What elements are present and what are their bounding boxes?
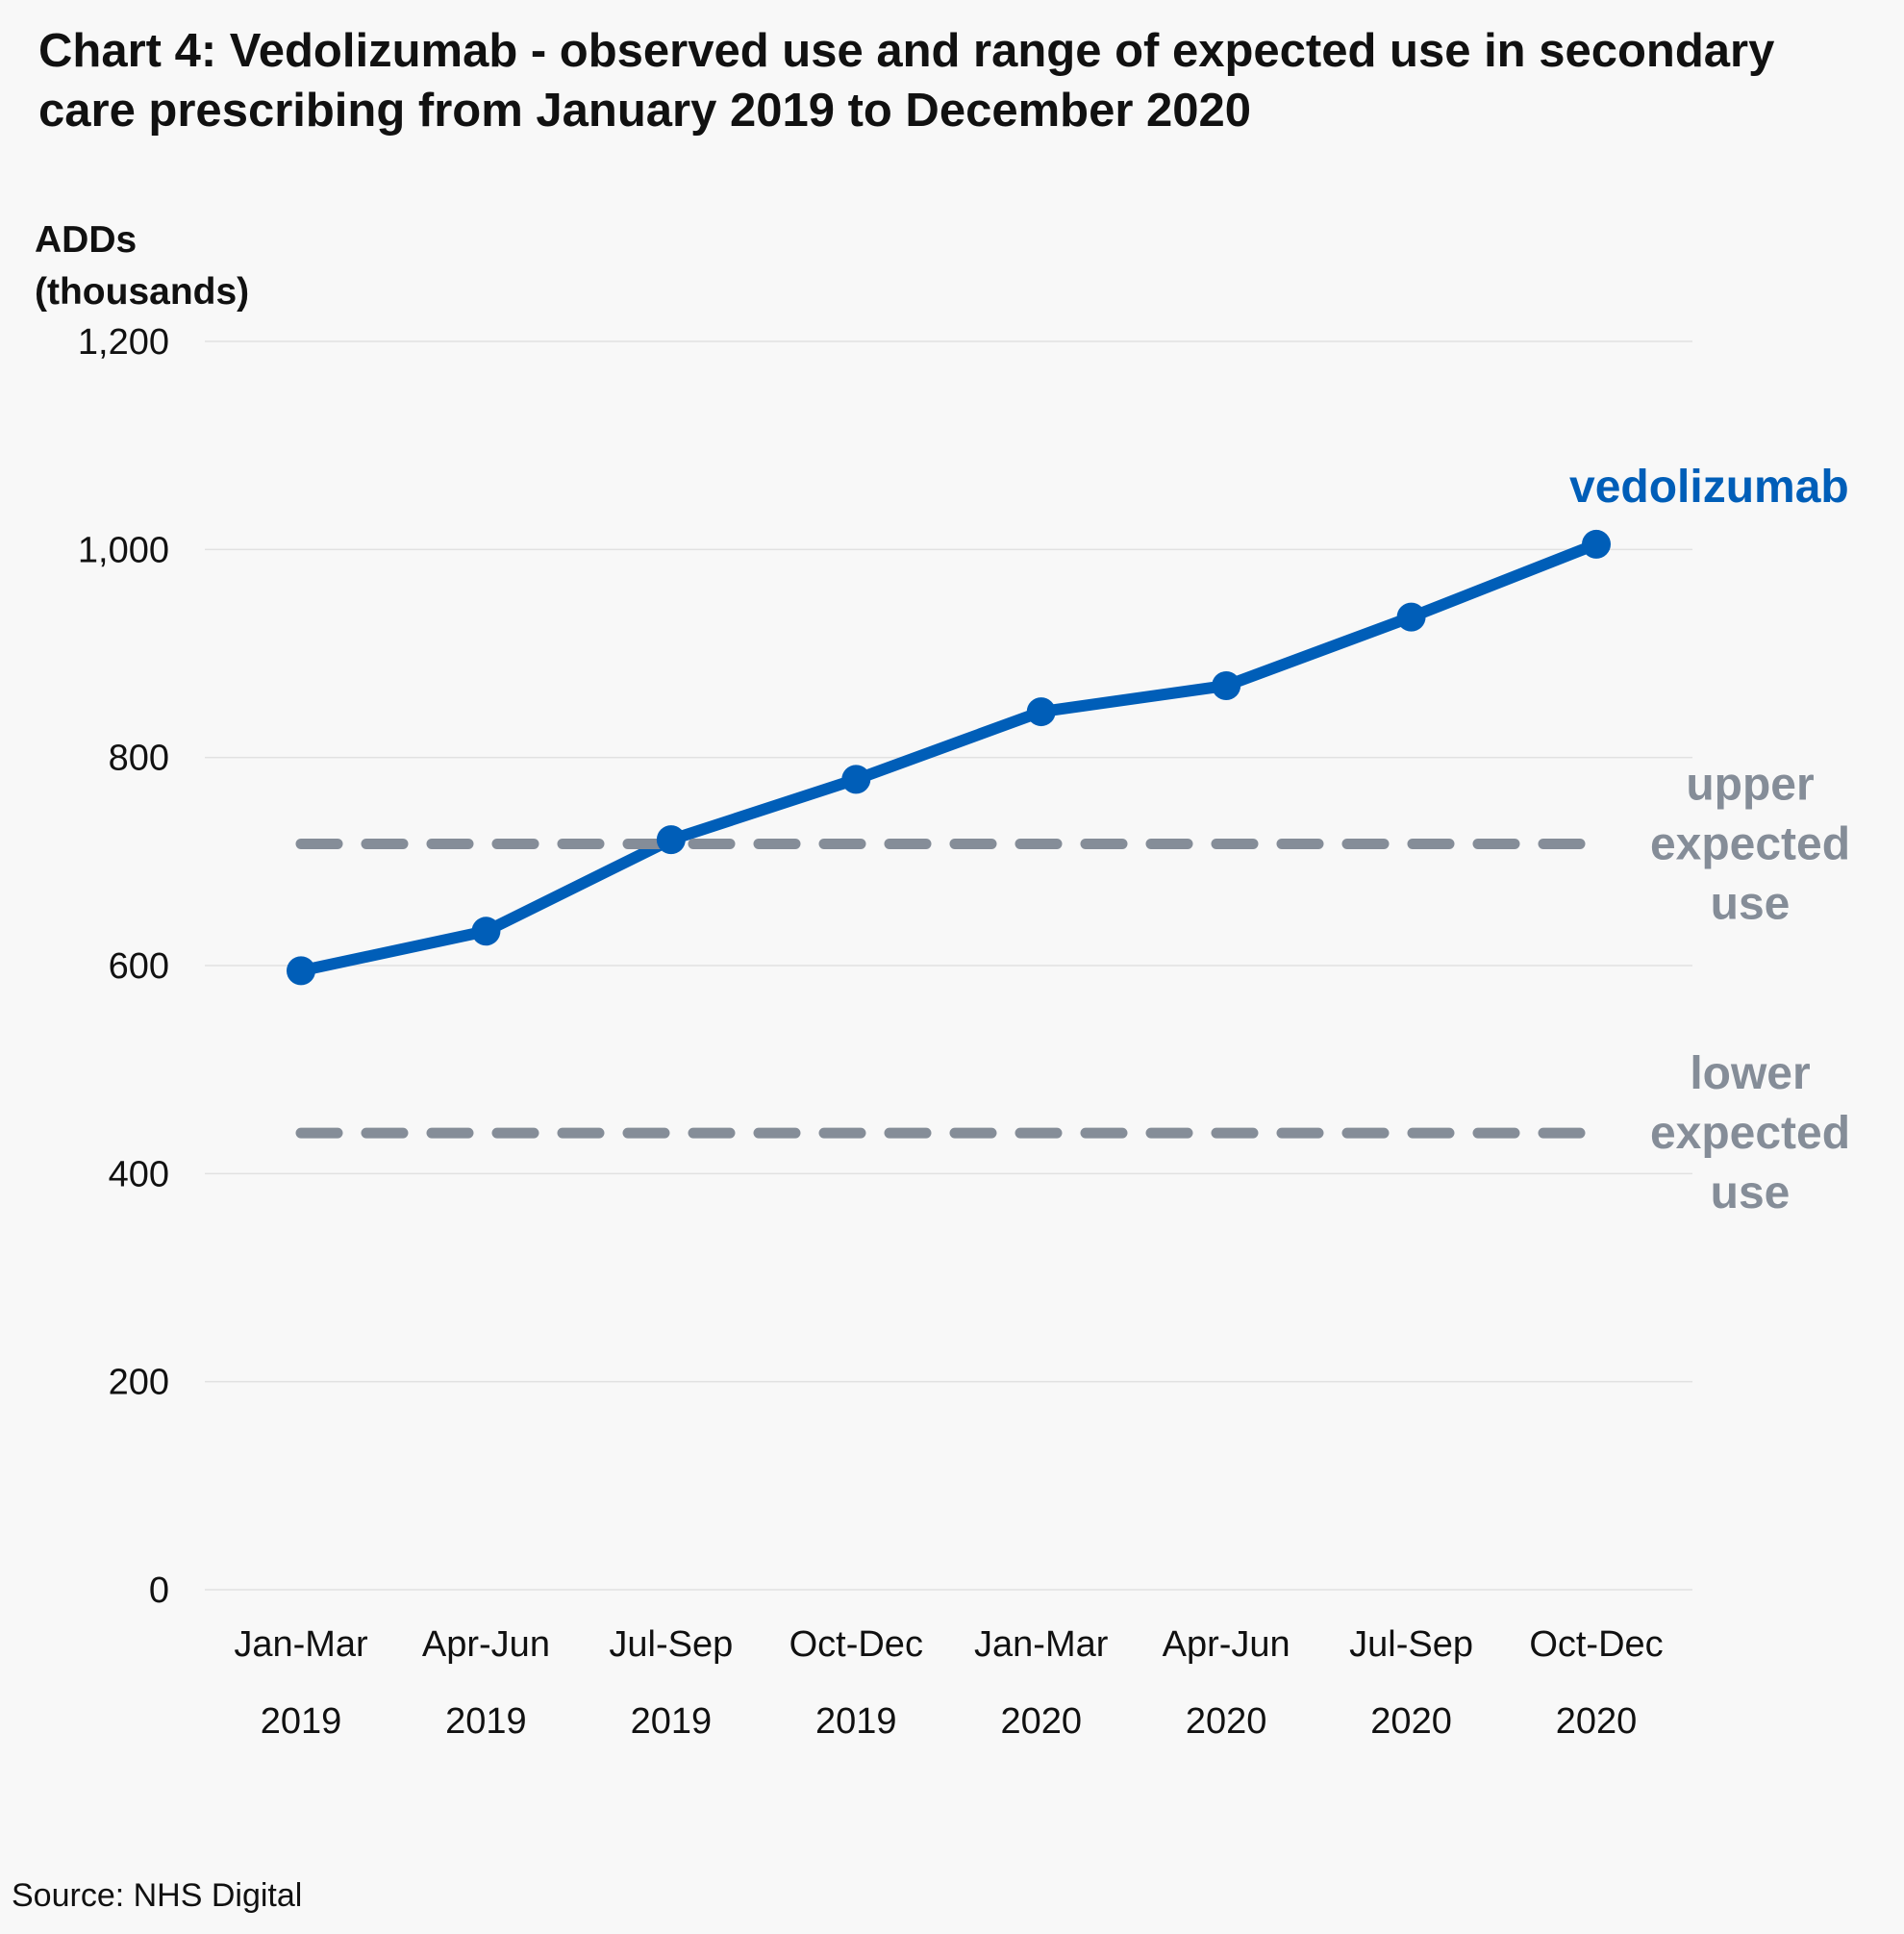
vedolizumab-point [1396, 602, 1426, 632]
x-tick-label: 2019 [631, 1701, 713, 1742]
lower-expected-use-label: lower [1690, 1048, 1810, 1099]
upper-expected-use-label: expected [1650, 818, 1850, 869]
x-tick-label: 2020 [1000, 1701, 1082, 1742]
y-tick-label: 1,200 [78, 322, 169, 363]
y-tick-label: 0 [149, 1570, 169, 1611]
lower-expected-use-label: use [1711, 1168, 1791, 1218]
x-tick-label: 2019 [261, 1701, 342, 1742]
y-tick-labels: 0 200 400 600 800 1,000 1,200 [78, 322, 169, 1611]
vedolizumab-point [1582, 529, 1611, 559]
x-tick-label: Jan-Mar [974, 1624, 1109, 1665]
series-points [287, 529, 1611, 986]
vedolizumab-point [1026, 697, 1056, 727]
y-axis-title-line: (thousands) [35, 271, 249, 313]
y-axis-title: ADDs (thousands) [35, 219, 249, 313]
series-lines [295, 538, 1602, 1139]
x-tick-labels: Jan-Mar 2019 Apr-Jun 2019 Jul-Sep 2019 Oct-Dec… [234, 1624, 1663, 1742]
x-tick-label: Oct-Dec [789, 1624, 923, 1665]
vedolizumab-point [471, 917, 501, 946]
x-tick-label: Jan-Mar [234, 1624, 368, 1665]
vedolizumab-point [656, 825, 686, 855]
y-tick-label: 400 [109, 1154, 169, 1194]
upper-expected-use-label: upper [1686, 759, 1814, 810]
x-tick-label: Apr-Jun [422, 1624, 550, 1665]
upper-expected-use-label: use [1711, 878, 1791, 929]
x-tick-label: Oct-Dec [1529, 1624, 1663, 1665]
y-tick-label: 1,000 [78, 530, 169, 570]
x-tick-label: Apr-Jun [1163, 1624, 1290, 1665]
vedolizumab-point [841, 765, 871, 794]
x-tick-label: 2019 [445, 1701, 527, 1742]
x-tick-label: 2019 [815, 1701, 897, 1742]
x-tick-label: 2020 [1556, 1701, 1638, 1742]
chart-title: Chart 4: Vedolizumab - observed use and … [38, 25, 1775, 137]
vedolizumab-label: vedolizumab [1569, 462, 1849, 513]
x-tick-label: Jul-Sep [1349, 1624, 1473, 1665]
x-tick-label: Jul-Sep [609, 1624, 733, 1665]
gridlines [205, 340, 1692, 1591]
vedolizumab-point [1212, 671, 1241, 701]
lower-expected-use-label: expected [1650, 1108, 1850, 1159]
vedolizumab-line [295, 538, 1602, 977]
y-axis-title-line: ADDs [35, 219, 137, 261]
y-tick-label: 600 [109, 946, 169, 987]
source-note: Source: NHS Digital [12, 1877, 303, 1914]
y-tick-label: 200 [109, 1363, 169, 1403]
series-labels: vedolizumab upper expected use lower expected… [1569, 462, 1850, 1218]
vedolizumab-point [287, 956, 315, 986]
y-tick-label: 800 [109, 739, 169, 779]
x-tick-label: 2020 [1186, 1701, 1267, 1742]
x-tick-label: 2020 [1370, 1701, 1452, 1742]
